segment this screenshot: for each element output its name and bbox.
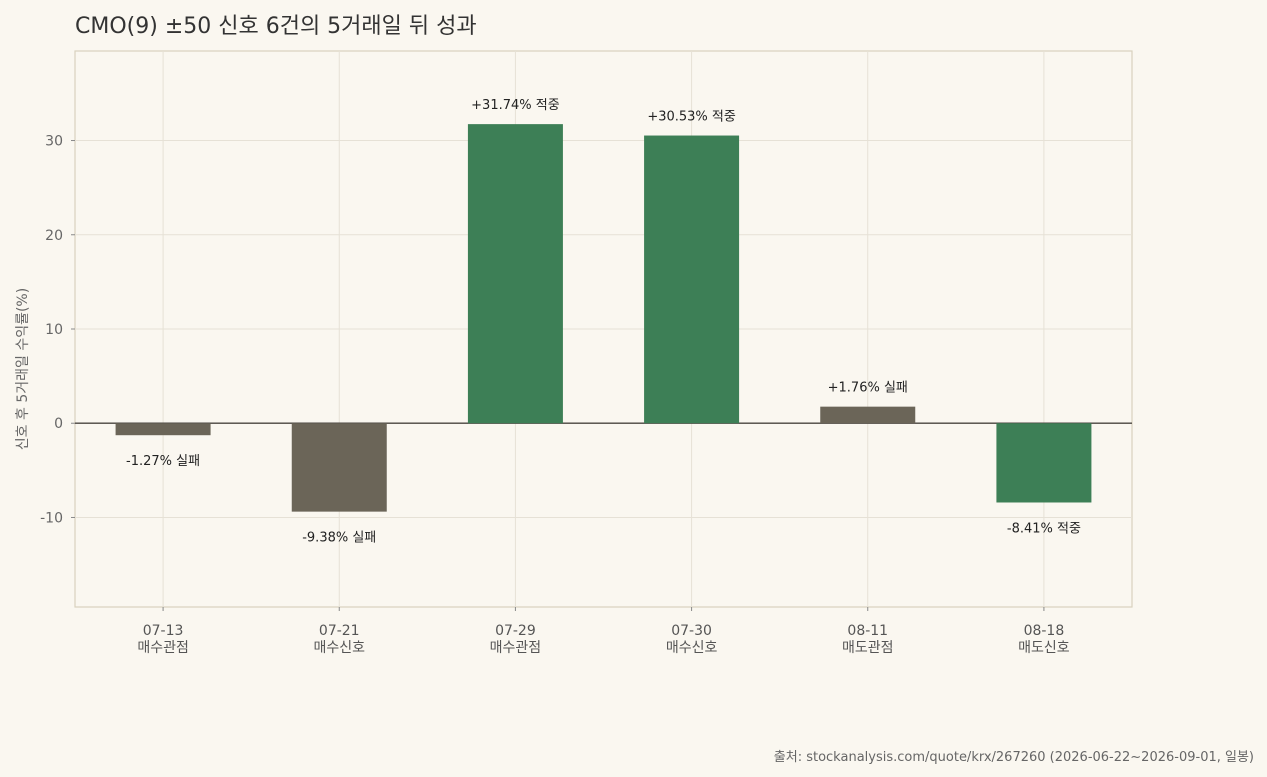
y-tick-label: 20 <box>45 228 63 244</box>
x-tick-kind: 매수관점 <box>137 640 189 656</box>
bar <box>115 423 211 436</box>
y-tick-label: 30 <box>45 134 63 150</box>
bar-value-label: +31.74% 적중 <box>471 98 560 113</box>
bar-value-label: -1.27% 실패 <box>126 454 200 469</box>
bar <box>820 406 916 424</box>
bar-value-label: -9.38% 실패 <box>302 531 376 546</box>
chart-title: CMO(9) ±50 신호 6건의 5거래일 뒤 성과 <box>75 14 477 39</box>
bar-value-labels: -1.27% 실패 -9.38% 실패 +31.74% 적중 +30.53% 적중 +1… <box>126 98 1081 546</box>
grid-lines <box>75 51 1132 607</box>
bar-value-label: -8.41% 적중 <box>1007 521 1081 536</box>
x-tick-kind: 매수신호 <box>666 640 718 656</box>
y-axis-label: 신호 후 5거래일 수익률(%) <box>15 288 31 450</box>
bar-value-label: +30.53% 적중 <box>647 110 736 125</box>
y-axis-ticks: -10 0 10 20 30 <box>40 134 75 526</box>
x-tick-kind: 매도신호 <box>1018 640 1070 656</box>
x-tick-kind: 매도관점 <box>842 640 894 656</box>
y-tick-label: 0 <box>54 416 63 432</box>
y-tick-label: -10 <box>40 510 63 526</box>
bar <box>996 423 1092 503</box>
y-tick-label: 10 <box>45 322 63 338</box>
bar <box>644 135 740 424</box>
x-tick-date: 07-29 <box>495 623 536 639</box>
x-tick-kind: 매수관점 <box>490 640 542 656</box>
bar-value-label: +1.76% 실패 <box>828 381 908 396</box>
x-tick-date: 07-30 <box>671 623 712 639</box>
bar <box>291 423 387 512</box>
bars <box>115 124 1092 512</box>
x-tick-kind: 매수신호 <box>313 640 365 656</box>
x-tick-date: 08-18 <box>1024 623 1065 639</box>
x-tick-date: 07-13 <box>143 623 184 639</box>
x-tick-date: 08-11 <box>847 623 888 639</box>
bar <box>467 124 563 424</box>
x-axis-ticks: 07-13매수관점07-21매수신호07-29매수관점07-30매수신호08-1… <box>137 607 1070 656</box>
x-tick-date: 07-21 <box>319 623 360 639</box>
source-note: 출처: stockanalysis.com/quote/krx/267260 (… <box>773 750 1254 765</box>
